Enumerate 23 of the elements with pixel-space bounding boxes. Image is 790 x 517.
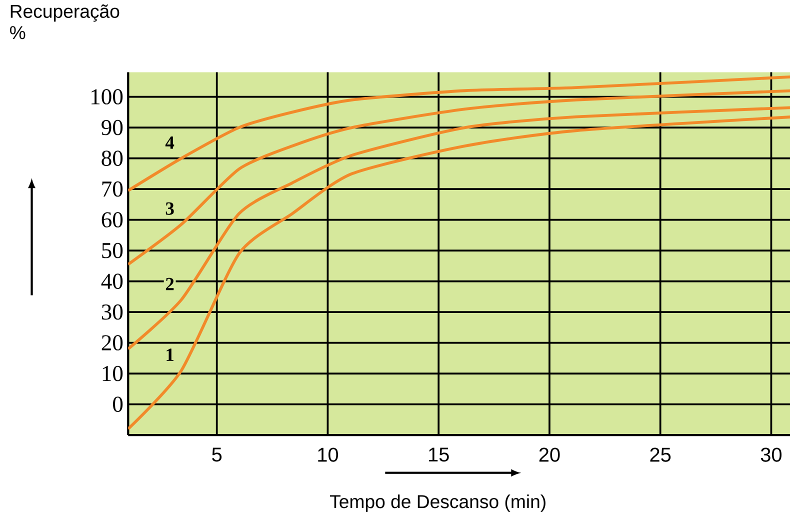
y-tick-label: 70 [102,181,123,197]
y-axis-title: Recuperação % [10,4,120,40]
y-tick-label: 40 [101,274,123,289]
x-tick-label: 20 [539,448,560,462]
y-tick-label: 0 [113,396,123,412]
x-tick-label: 25 [650,448,671,462]
x-tick-label: 15 [429,448,449,462]
y-tick-label: 30 [102,304,123,320]
y-tick-label: 80 [102,150,123,166]
y-tick-label: 10 [102,366,123,382]
x-axis-title: Tempo de Descanso (min) [330,494,546,512]
y-tick-label: 60 [102,212,123,228]
x-tick-label: 10 [318,448,338,462]
series-label: 1 [166,348,174,361]
series-label: 4 [165,136,174,149]
series-label: 3 [166,202,174,215]
series-label: 2 [166,278,174,290]
x-tick-label: 5 [212,448,222,462]
x-tick-label: 30 [760,448,782,462]
y-tick-label: 100 [92,89,123,104]
y-tick-label: 50 [102,242,123,258]
y-tick-label: 90 [102,120,123,136]
y-tick-label: 20 [102,335,123,350]
